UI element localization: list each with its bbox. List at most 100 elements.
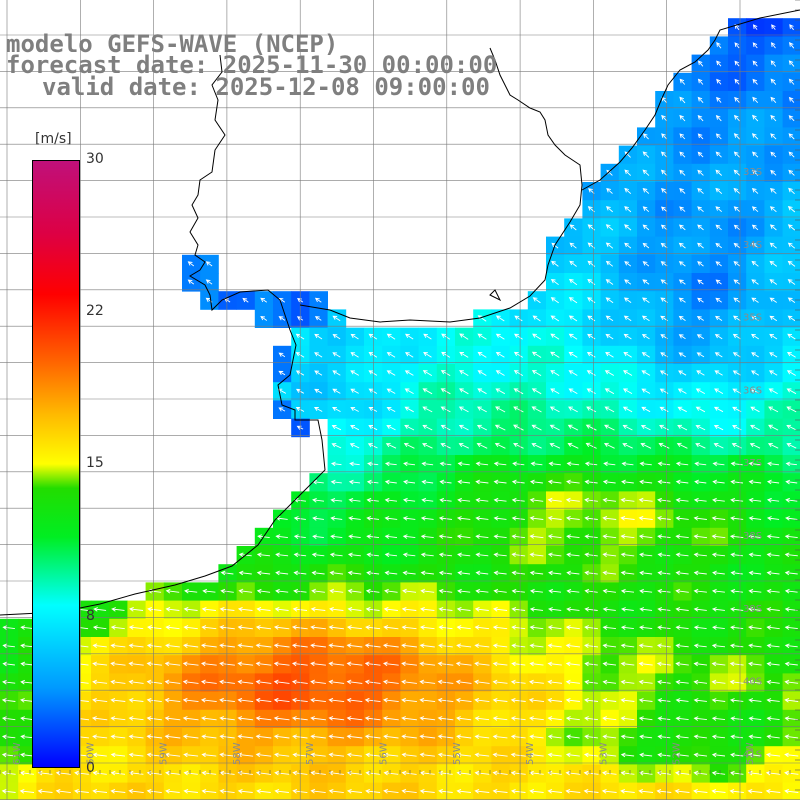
wind-arrow <box>511 497 525 503</box>
wind-arrow <box>93 607 107 612</box>
wind-arrow <box>748 588 762 594</box>
wind-arrow <box>219 752 235 758</box>
wind-arrow <box>366 479 379 485</box>
wind-arrow <box>748 516 762 521</box>
wind-arrow <box>201 788 217 794</box>
wind-arrow <box>437 679 454 685</box>
wind-arrow <box>513 370 524 376</box>
wind-arrow <box>458 442 469 449</box>
wind-arrow <box>474 661 490 667</box>
wind-arrow <box>511 552 526 558</box>
wind-arrow <box>766 643 780 649</box>
wind-arrow <box>384 479 397 485</box>
wind-arrow <box>184 588 198 594</box>
wind-arrow <box>1 734 16 740</box>
wind-arrow <box>748 570 762 576</box>
wind-arrow <box>455 679 472 685</box>
wind-arrow <box>420 570 434 576</box>
wind-arrow <box>405 352 414 358</box>
wind-arrow <box>623 352 632 358</box>
wind-arrow <box>437 752 454 758</box>
wind-arrow <box>748 552 762 558</box>
wind-arrow <box>747 679 762 685</box>
wind-arrow <box>529 643 544 648</box>
wind-arrow <box>732 333 741 340</box>
wind-arrow <box>549 424 560 431</box>
wind-arrow <box>494 424 506 431</box>
wind-arrow <box>766 588 780 594</box>
wind-arrow <box>492 625 508 630</box>
wind-arrow <box>350 333 359 340</box>
wind-arrow <box>620 588 635 594</box>
wind-arrow <box>786 406 797 413</box>
wind-arrow <box>748 461 762 467</box>
wind-arrow <box>678 334 686 340</box>
wind-arrow <box>623 297 632 303</box>
wind-arrow <box>92 679 108 685</box>
wind-arrow <box>769 279 778 285</box>
wind-arrow <box>92 788 108 794</box>
wind-arrow <box>513 406 524 413</box>
wind-arrow <box>547 752 562 758</box>
wind-arrow <box>2 661 15 667</box>
wind-arrow <box>675 698 689 703</box>
axis-labels: 33S 34S 35S 36S 37S 38S 39S 40S 41S 61W 60W 59W 58W 5… <box>12 167 762 765</box>
wind-arrow <box>675 661 689 667</box>
wind-arrow <box>567 424 579 431</box>
wind-arrow <box>403 461 416 467</box>
wind-arrow <box>146 716 162 721</box>
wind-arrow <box>202 588 216 594</box>
wind-arrow <box>602 661 617 667</box>
wind-arrow <box>604 388 615 395</box>
wind-arrow <box>201 734 217 739</box>
wind-arrow <box>458 424 469 431</box>
colorbar-tick: 0 <box>86 760 95 776</box>
wind-arrow <box>788 115 795 122</box>
wind-arrow <box>401 697 417 703</box>
wind-arrow <box>751 260 759 267</box>
longitude-label: 60W <box>85 742 96 765</box>
wind-arrow <box>237 734 254 739</box>
wind-arrow <box>529 716 544 721</box>
wind-arrow <box>2 679 16 685</box>
wind-arrow <box>660 242 668 249</box>
wind-arrow <box>752 169 759 176</box>
wind-arrow <box>200 643 217 648</box>
wind-arrow <box>548 570 562 576</box>
wind-arrow <box>661 133 668 140</box>
wind-arrow <box>693 698 707 703</box>
wind-arrow <box>766 625 780 630</box>
wind-arrow <box>364 661 381 667</box>
wind-arrow <box>549 406 560 413</box>
wind-arrow <box>314 316 322 321</box>
wind-arrow <box>639 479 653 485</box>
wind-arrow <box>784 752 799 758</box>
wind-arrow <box>475 588 489 594</box>
longitude-label: 56W <box>379 742 390 765</box>
coastline <box>0 9 800 616</box>
wind-arrow <box>332 333 341 340</box>
wind-arrow <box>675 552 689 558</box>
wind-arrow <box>748 752 762 758</box>
wind-arrow <box>679 151 686 158</box>
wind-arrow <box>770 133 777 140</box>
wind-arrow <box>273 679 290 685</box>
wind-arrow <box>330 516 343 521</box>
wind-arrow <box>784 570 798 576</box>
wind-arrow <box>386 388 396 394</box>
wind-arrow <box>657 607 671 612</box>
wind-arrow <box>200 661 217 667</box>
wind-arrow <box>368 370 378 376</box>
wind-arrow <box>712 570 725 576</box>
wind-arrow <box>733 224 740 231</box>
wind-arrow <box>274 606 289 612</box>
wind-arrow <box>439 461 452 467</box>
wind-arrow <box>547 534 562 539</box>
wind-arrow <box>332 370 341 376</box>
wind-arrow <box>733 297 741 303</box>
wind-arrow <box>437 716 454 721</box>
wind-arrow <box>419 661 436 667</box>
wind-arrow <box>584 461 598 467</box>
wind-arrow <box>622 442 633 449</box>
wind-arrow <box>749 442 761 449</box>
